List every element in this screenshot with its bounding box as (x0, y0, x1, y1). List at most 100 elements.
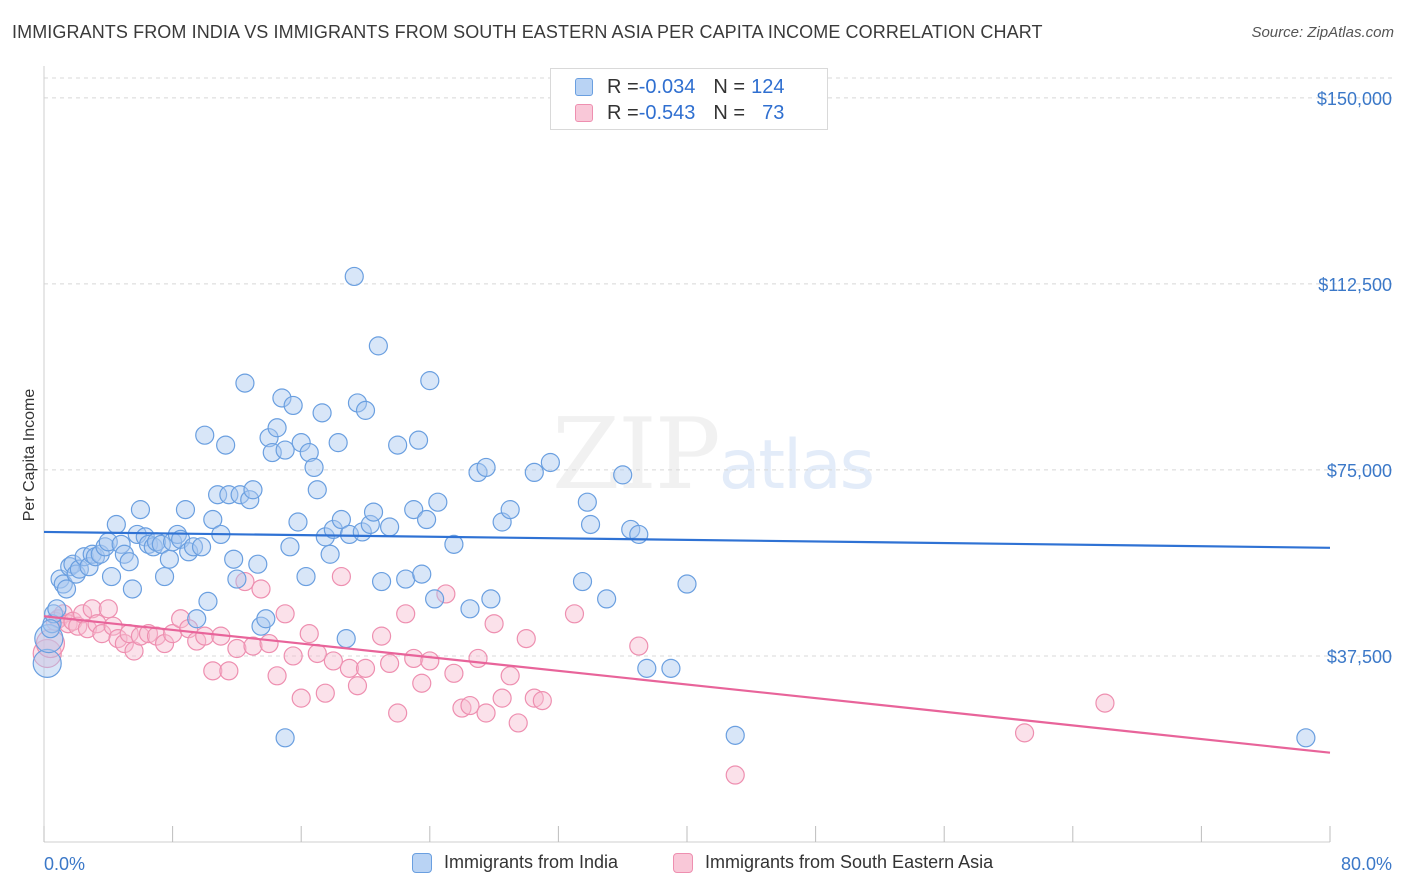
india-point (307, 480, 327, 500)
sea-point (315, 683, 335, 703)
sea-point (629, 636, 649, 656)
sea-point (103, 616, 123, 636)
india-point (227, 569, 247, 589)
india-point (315, 527, 335, 547)
india-point (299, 442, 319, 463)
india-point (580, 514, 601, 535)
axes (43, 66, 1331, 843)
india-point (272, 388, 292, 408)
sea-point (508, 713, 528, 733)
india-point (408, 430, 429, 450)
sea-point (460, 695, 480, 716)
india-point (191, 537, 212, 557)
india-point (56, 579, 77, 599)
india-point (355, 400, 376, 420)
sea-point (243, 636, 263, 656)
source-label: Source: ZipAtlas.com (1251, 24, 1394, 41)
sea-point (291, 688, 311, 708)
india-point (198, 591, 218, 611)
india-point (74, 547, 94, 567)
sea-point (468, 648, 488, 669)
india-point (661, 658, 681, 678)
india-point (420, 371, 440, 391)
india-point (396, 569, 416, 589)
sea-point (98, 599, 118, 619)
india-point (122, 579, 143, 599)
sea-point (436, 584, 456, 604)
india-point (613, 465, 633, 485)
x-tick-label-min: 0.0% (44, 854, 85, 874)
x-tick-label-max: 80.0% (1341, 854, 1392, 874)
sea-point (420, 651, 440, 671)
sea-point (355, 658, 376, 678)
grid-lines (44, 77, 1396, 657)
legend-n-value-india: 124 (751, 75, 785, 98)
sea-point (72, 604, 93, 624)
india-point (304, 457, 324, 478)
y-axis-label: Per Capita Income (21, 389, 38, 522)
india-point (328, 433, 348, 453)
india-point (130, 500, 151, 520)
india-point (40, 619, 61, 639)
india-point (154, 566, 175, 587)
india-point (159, 549, 179, 569)
india-point (224, 549, 244, 569)
sea-point (259, 633, 279, 654)
india-point (1296, 728, 1316, 748)
legend-r-label-india: R = (607, 75, 639, 98)
india-point (101, 566, 122, 587)
legend-row-sea: R = -0.543 N = 73 (575, 101, 784, 125)
india-point (331, 509, 351, 530)
sea-point (77, 619, 98, 639)
watermark-zip: ZIP (552, 398, 721, 512)
india-point (235, 373, 255, 393)
sea-point (219, 661, 239, 681)
india-point (416, 509, 437, 530)
india-point (540, 452, 560, 473)
tick-labels: $37,500 $75,000 $112,500 $150,000 0.0% 80.0% (44, 89, 1392, 874)
series-india-points (32, 266, 1316, 748)
sea-point (108, 628, 128, 649)
india-point (259, 428, 279, 448)
sea-point (492, 688, 512, 708)
sea-point (35, 628, 66, 659)
india-point (267, 418, 287, 438)
legend-item-label-sea: Immigrants from South Eastern Asia (705, 852, 994, 872)
y-tick-label: $37,500 (1327, 647, 1392, 667)
series-sea-points (32, 566, 1115, 785)
india-point (597, 589, 617, 609)
india-point (79, 557, 99, 577)
india-point (320, 544, 340, 564)
india-point (425, 589, 445, 609)
sea-point (516, 628, 536, 649)
india-point (344, 266, 364, 287)
india-point (280, 537, 300, 557)
sea-point (32, 638, 62, 669)
india-point (183, 537, 204, 557)
sea-point (283, 646, 303, 666)
india-point (219, 485, 239, 505)
sea-point (404, 648, 424, 669)
india-point (637, 658, 657, 678)
sea-point (484, 614, 504, 634)
watermark-atlas: atlas (718, 426, 875, 505)
sea-point (524, 688, 544, 708)
india-point (275, 440, 295, 460)
india-point (151, 534, 171, 554)
india-point (404, 500, 424, 520)
series-legend: Immigrants from India Immigrants from So… (0, 852, 1406, 878)
india-point (230, 485, 250, 505)
chart-title: IMMIGRANTS FROM INDIA VS IMMIGRANTS FROM… (12, 22, 1043, 42)
india-point (347, 393, 368, 413)
sea-point (331, 566, 351, 587)
legend-n-label-india: N = (713, 75, 746, 98)
india-point (336, 628, 356, 649)
india-point (444, 534, 464, 554)
sea-point (339, 658, 360, 678)
sea-point (82, 599, 102, 619)
india-point (380, 517, 400, 537)
india-point (360, 514, 380, 535)
sea-point (195, 626, 215, 646)
sea-point (1095, 693, 1115, 713)
